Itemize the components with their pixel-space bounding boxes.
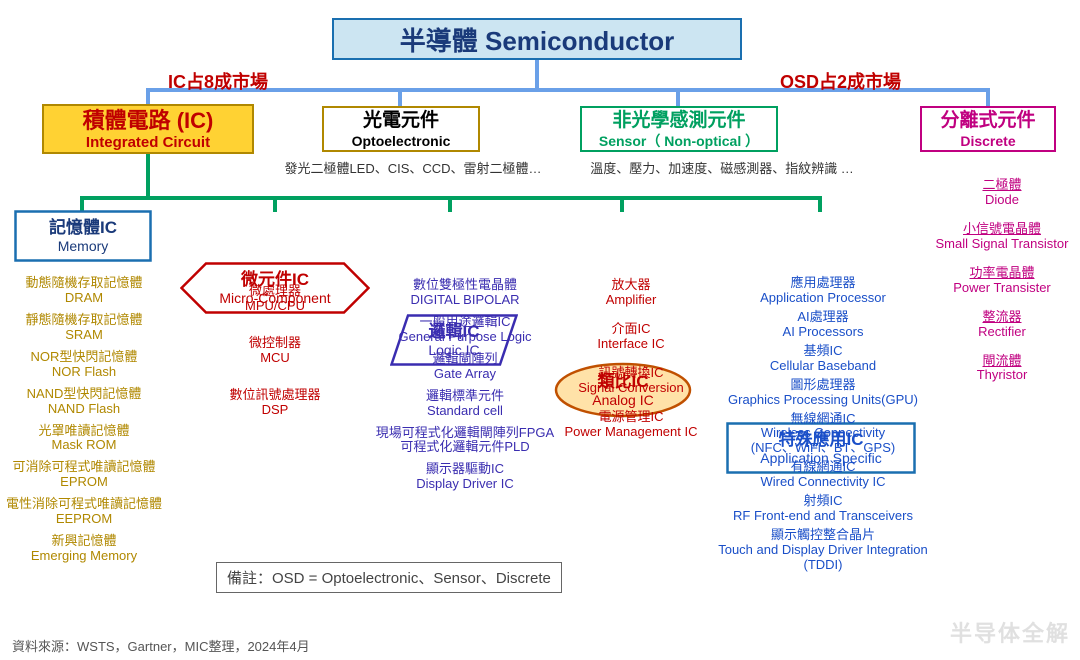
- item-list-memory: 動態隨機存取記憶體DRAM 靜態隨機存取記憶體SRAM NOR型快閃記憶體NOR F…: [0, 276, 168, 571]
- main-node-sensor: 非光學感測元件Sensor（ Non-optical ）: [580, 106, 778, 152]
- list-item: 可消除可程式唯讀記憶體EPROM: [0, 460, 168, 490]
- root-label: 半導體 Semiconductor: [400, 26, 674, 56]
- main-subtext-opto: 發光二極體LED、CIS、CCD、雷射二極體…: [268, 158, 558, 177]
- list-item: 應用處理器Application Processor: [718, 276, 928, 306]
- list-item: 二極體Diode: [928, 178, 1076, 208]
- item-list-asic: 應用處理器Application Processor AI處理器AI Proces…: [718, 276, 928, 577]
- list-item: 動態隨機存取記憶體DRAM: [0, 276, 168, 306]
- item-list-discrete: 二極體Diode 小信號電晶體Small Signal Transistor 功率電…: [928, 178, 1076, 397]
- list-item: 放大器Amplifier: [556, 278, 706, 308]
- list-item: 訊號轉換ICSignal Conversion: [556, 366, 706, 396]
- list-item: NOR型快閃記憶體NOR Flash: [0, 350, 168, 380]
- main-subtext-sensor: 溫度、壓力、加速度、磁感測器、指紋辨識 …: [572, 158, 872, 177]
- source-text: 資料來源：WSTS，Gartner，MIC整理，2024年4月: [12, 636, 310, 655]
- footnote-text: 備註：OSD = Optoelectronic、Sensor、Discrete: [227, 570, 551, 587]
- list-item: 靜態隨機存取記憶體SRAM: [0, 313, 168, 343]
- list-item: 小信號電晶體Small Signal Transistor: [928, 222, 1076, 252]
- annotation-osd-share: OSD占2成市場: [780, 68, 901, 94]
- main-node-discrete: 分離式元件Discrete: [920, 106, 1056, 152]
- list-item: 顯示器驅動ICDisplay Driver IC: [362, 462, 568, 492]
- list-item: 無線網通ICWireless Connectivity(NFC、WiFi、BT、…: [718, 412, 928, 457]
- list-item: 光罩唯讀記憶體Mask ROM: [0, 424, 168, 454]
- list-item: AI處理器AI Processors: [718, 310, 928, 340]
- list-item: 現場可程式化邏輯閘陣列FPGA可程式化邏輯元件PLD: [362, 426, 568, 456]
- list-item: 數位雙極性電晶體DIGITAL BIPOLAR: [362, 278, 568, 308]
- item-list-logic: 數位雙極性電晶體DIGITAL BIPOLAR 一般用途邏輯ICGeneral P…: [362, 278, 568, 499]
- watermark: 半导体全解: [950, 616, 1070, 648]
- list-item: 一般用途邏輯ICGeneral Purpose Logic: [362, 315, 568, 345]
- list-item: 微控制器MCU: [196, 336, 354, 366]
- list-item: 新興記憶體Emerging Memory: [0, 534, 168, 564]
- footnote-box: 備註：OSD = Optoelectronic、Sensor、Discrete: [216, 562, 562, 593]
- item-list-micro: 微處理器MPU/CPU 微控制器MCU 數位訊號處理器DSP: [196, 284, 354, 440]
- list-item: 功率電晶體Power Transister: [928, 266, 1076, 296]
- item-list-analog: 放大器Amplifier 介面ICInterface IC 訊號轉換ICSignal…: [556, 278, 706, 454]
- list-item: 圖形處理器Graphics Processing Units(GPU): [718, 378, 928, 408]
- list-item: 微處理器MPU/CPU: [196, 284, 354, 314]
- main-node-ic: 積體電路 (IC)Integrated Circuit: [42, 104, 254, 154]
- list-item: 電源管理ICPower Management IC: [556, 410, 706, 440]
- list-item: 射頻ICRF Front-end and Transceivers: [718, 494, 928, 524]
- main-node-opto: 光電元件Optoelectronic: [322, 106, 480, 152]
- list-item: 邏輯閘陣列Gate Array: [362, 352, 568, 382]
- sub-node-memory: 記憶體ICMemory: [14, 210, 152, 262]
- list-item: 電性消除可程式唯讀記憶體EEPROM: [0, 497, 168, 527]
- list-item: 介面ICInterface IC: [556, 322, 706, 352]
- list-item: 整流器Rectifier: [928, 310, 1076, 340]
- list-item: 邏輯標準元件Standard cell: [362, 389, 568, 419]
- list-item: 基頻ICCellular Baseband: [718, 344, 928, 374]
- annotation-ic-share: IC占8成市場: [168, 68, 268, 94]
- list-item: NAND型快閃記憶體NAND Flash: [0, 387, 168, 417]
- list-item: 閘流體Thyristor: [928, 354, 1076, 384]
- list-item: 數位訊號處理器DSP: [196, 388, 354, 418]
- root-node-semiconductor: 半導體 Semiconductor: [332, 18, 742, 60]
- list-item: 顯示觸控整合晶片Touch and Display Driver Integra…: [718, 528, 928, 573]
- list-item: 有線網通ICWired Connectivity IC: [718, 460, 928, 490]
